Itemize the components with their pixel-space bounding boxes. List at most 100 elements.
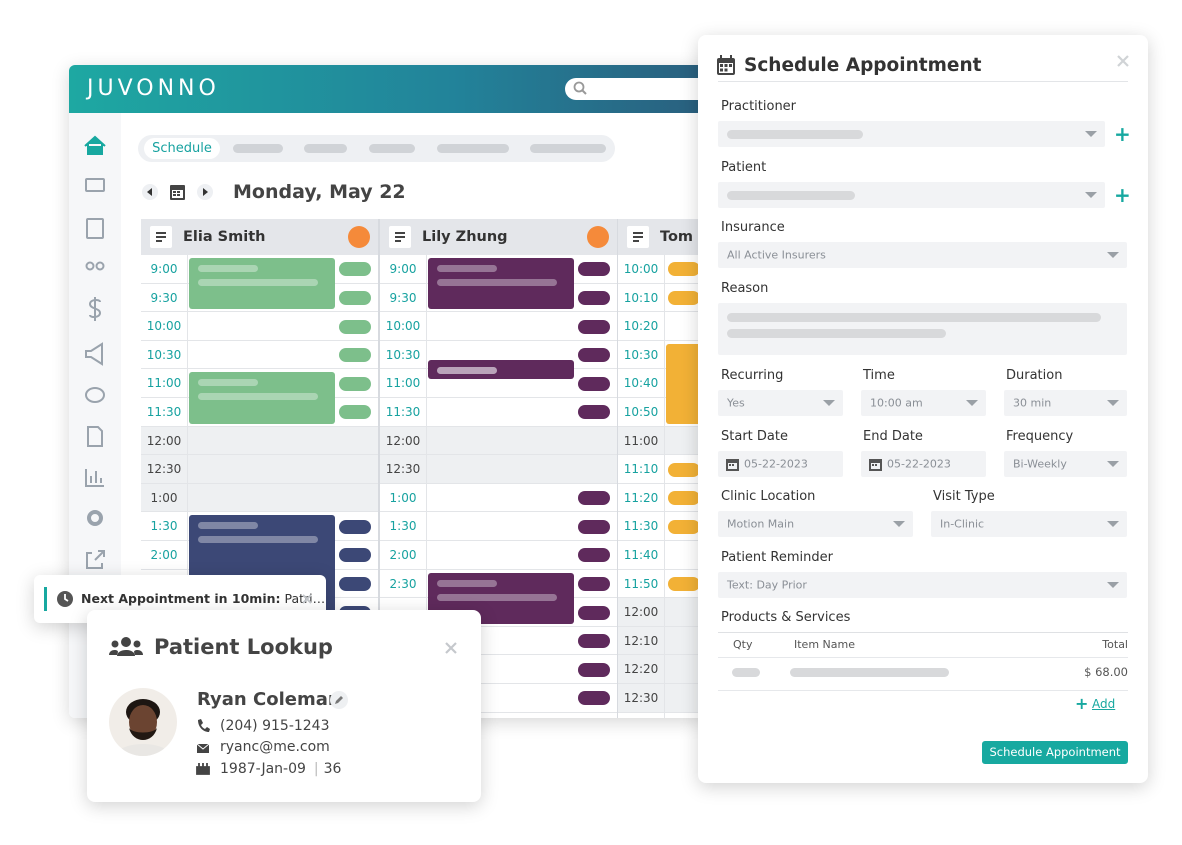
appointment-pill[interactable] bbox=[578, 348, 610, 363]
appointment-pill[interactable] bbox=[668, 491, 700, 506]
time-cell-divider bbox=[426, 455, 427, 484]
appointment-pill[interactable] bbox=[578, 376, 610, 391]
close-button[interactable] bbox=[1116, 54, 1130, 68]
time-row[interactable] bbox=[618, 312, 709, 341]
time-row[interactable] bbox=[380, 426, 617, 456]
appointment-pill[interactable] bbox=[578, 519, 610, 534]
appointment-pill[interactable] bbox=[668, 262, 700, 277]
reason-input[interactable] bbox=[718, 303, 1127, 355]
time-row[interactable] bbox=[380, 483, 617, 513]
appointment-pill[interactable] bbox=[668, 290, 700, 305]
appointment-pill[interactable] bbox=[578, 290, 610, 305]
time-row[interactable] bbox=[618, 598, 709, 627]
appointment-pill[interactable] bbox=[668, 576, 700, 591]
appointment-pill[interactable] bbox=[578, 262, 610, 277]
reports-icon[interactable] bbox=[85, 469, 104, 487]
column-menu[interactable] bbox=[389, 226, 411, 248]
duration-select[interactable]: 30 min bbox=[1004, 390, 1127, 416]
add-practitioner[interactable]: + bbox=[1114, 122, 1131, 146]
tab-placeholder[interactable] bbox=[437, 144, 509, 153]
users-icon[interactable] bbox=[85, 261, 95, 271]
appointment-pill[interactable] bbox=[578, 576, 610, 591]
time-row[interactable] bbox=[141, 483, 378, 513]
appointment[interactable] bbox=[189, 258, 335, 310]
settings-icon[interactable] bbox=[87, 510, 103, 526]
time-row[interactable] bbox=[380, 512, 617, 541]
appointment-pill[interactable] bbox=[578, 548, 610, 563]
appointment-pill[interactable] bbox=[339, 376, 371, 391]
end-date-input[interactable]: 05-22-2023 bbox=[861, 451, 986, 477]
time-row[interactable] bbox=[141, 340, 378, 370]
appointment-pill[interactable] bbox=[578, 491, 610, 506]
appointment-pill[interactable] bbox=[668, 519, 700, 534]
appointment-pill[interactable] bbox=[339, 348, 371, 363]
time-row[interactable] bbox=[618, 426, 709, 456]
time-row[interactable] bbox=[618, 712, 709, 718]
tab-placeholder[interactable] bbox=[233, 144, 283, 153]
appointment-pill[interactable] bbox=[578, 405, 610, 420]
time-row[interactable] bbox=[618, 541, 709, 570]
start-date-input[interactable]: 05-22-2023 bbox=[718, 451, 843, 477]
appointment-pill[interactable] bbox=[339, 262, 371, 277]
time-row[interactable] bbox=[380, 541, 617, 570]
time-row[interactable] bbox=[141, 455, 378, 484]
column-menu[interactable] bbox=[150, 226, 172, 248]
appointment-pill[interactable] bbox=[339, 290, 371, 305]
time-row[interactable] bbox=[380, 712, 617, 718]
monitor-icon[interactable] bbox=[85, 178, 105, 192]
column-menu[interactable] bbox=[627, 226, 649, 248]
home-icon[interactable] bbox=[84, 135, 106, 155]
appointment-pill[interactable] bbox=[339, 319, 371, 334]
time-row[interactable] bbox=[380, 455, 617, 484]
visit-type-select[interactable]: In-Clinic bbox=[931, 511, 1127, 537]
document-icon[interactable] bbox=[87, 426, 103, 447]
appointment-pill[interactable] bbox=[668, 462, 700, 477]
appointment-pill[interactable] bbox=[578, 634, 610, 649]
appointment-pill[interactable] bbox=[339, 519, 371, 534]
appointment-pill[interactable] bbox=[578, 691, 610, 706]
close-button[interactable] bbox=[301, 593, 313, 605]
time-row[interactable] bbox=[380, 398, 617, 427]
time-row[interactable] bbox=[141, 312, 378, 341]
time-row[interactable] bbox=[141, 426, 378, 456]
add-link[interactable]: Add bbox=[1092, 697, 1116, 711]
insurance-select[interactable]: All Active Insurers bbox=[718, 242, 1127, 268]
time-select[interactable]: 10:00 am bbox=[861, 390, 986, 416]
calendar-icon[interactable] bbox=[170, 185, 185, 200]
close-button[interactable] bbox=[444, 641, 458, 655]
appointment-pill[interactable] bbox=[578, 319, 610, 334]
patient-select[interactable] bbox=[718, 182, 1105, 208]
frequency-select[interactable]: Bi-Weekly bbox=[1004, 451, 1127, 477]
appointment-pill[interactable] bbox=[578, 662, 610, 677]
submit-button[interactable]: Schedule Appointment bbox=[982, 741, 1128, 764]
search-box[interactable] bbox=[565, 78, 709, 100]
recurring-select[interactable]: Yes bbox=[718, 390, 843, 416]
billing-icon[interactable] bbox=[88, 297, 102, 321]
tab-placeholder[interactable] bbox=[369, 144, 415, 153]
tab-placeholder[interactable] bbox=[530, 144, 606, 153]
time-row[interactable] bbox=[380, 312, 617, 341]
appointment-pill[interactable] bbox=[339, 576, 371, 591]
appointment-pill[interactable] bbox=[578, 605, 610, 620]
add-icon[interactable]: + bbox=[1075, 694, 1089, 713]
external-icon[interactable] bbox=[86, 550, 105, 569]
practitioner-select[interactable] bbox=[718, 121, 1105, 147]
appointment[interactable] bbox=[428, 258, 574, 310]
time-row[interactable] bbox=[618, 483, 709, 513]
chat-icon[interactable] bbox=[85, 387, 105, 403]
appointment-pill[interactable] bbox=[339, 405, 371, 420]
add-patient[interactable]: + bbox=[1114, 183, 1131, 207]
tab-schedule[interactable]: Schedule bbox=[144, 138, 220, 159]
time-row[interactable] bbox=[618, 655, 709, 684]
appointment-pill[interactable] bbox=[339, 548, 371, 563]
tab-placeholder[interactable] bbox=[304, 144, 347, 153]
time-row[interactable] bbox=[618, 626, 709, 656]
clipboard-icon[interactable] bbox=[86, 218, 104, 239]
marketing-icon[interactable] bbox=[85, 342, 103, 366]
appointment[interactable] bbox=[189, 372, 335, 424]
reminder-select[interactable]: Text: Day Prior bbox=[718, 572, 1127, 598]
edit-button[interactable] bbox=[330, 691, 348, 709]
location-select[interactable]: Motion Main bbox=[718, 511, 913, 537]
appointment[interactable] bbox=[428, 359, 574, 380]
time-row[interactable] bbox=[618, 684, 709, 713]
